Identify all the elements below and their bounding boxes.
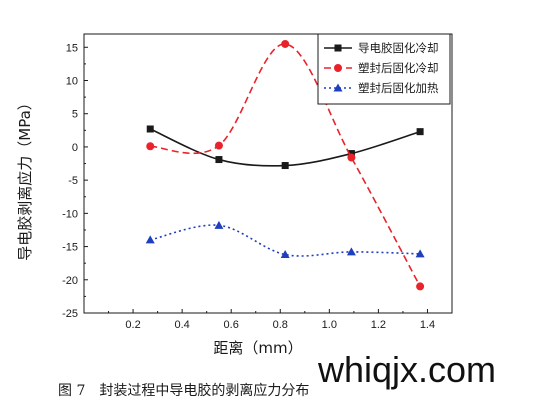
- x-tick-label: 1.4: [420, 319, 435, 331]
- figure-caption: 图 7 封装过程中导电胶的剥离应力分布: [58, 382, 309, 399]
- y-tick-label: -5: [68, 175, 78, 187]
- y-tick-label: 5: [72, 109, 78, 121]
- data-point: [346, 247, 356, 256]
- y-tick-label: -25: [62, 308, 78, 320]
- y-tick-label: -15: [62, 242, 78, 254]
- data-point: [281, 162, 289, 170]
- x-tick-label: 0.4: [174, 319, 189, 331]
- x-tick-label: 0.8: [273, 319, 288, 331]
- legend-label: 导电胶固化冷却: [358, 41, 439, 55]
- legend-marker: [334, 44, 342, 52]
- legend-label: 塑封后固化加热: [358, 81, 439, 95]
- data-point: [416, 128, 424, 136]
- data-point: [146, 142, 155, 151]
- x-tick-label: 1.2: [371, 319, 386, 331]
- data-point: [145, 235, 155, 244]
- data-point: [415, 249, 425, 258]
- x-axis-label: 距离（mm）: [213, 339, 302, 357]
- y-tick-label: 15: [66, 42, 78, 54]
- data-point: [347, 153, 356, 162]
- x-tick-label: 0.2: [125, 319, 140, 331]
- y-tick-label: -20: [62, 275, 78, 287]
- legend-label: 塑封后固化冷却: [358, 61, 439, 75]
- data-point: [146, 125, 154, 133]
- tick-layer: 0.2 0.4 0.6 0.8 1.0 1.2 1.4 15 10 5 0 -5 -10 -15 -20 -2…: [62, 42, 453, 331]
- series-line: [150, 43, 421, 287]
- plot-frame: [83, 33, 453, 314]
- data-point: [416, 282, 425, 291]
- y-tick-label: 10: [66, 76, 78, 88]
- data-point: [214, 220, 224, 229]
- y-axis-label: 导电胶剥离应力（MPa）: [16, 95, 34, 261]
- data-point: [281, 39, 290, 48]
- series-layer: [145, 39, 425, 291]
- series-3: [145, 220, 425, 259]
- data-point: [214, 141, 223, 150]
- watermark-text: whiqjx.com: [317, 349, 496, 390]
- data-point: [215, 156, 223, 164]
- legend-marker: [334, 64, 342, 72]
- y-tick-label: 0: [72, 142, 78, 154]
- plot-border: [83, 33, 453, 314]
- x-tick-label: 0.6: [224, 319, 239, 331]
- data-point: [280, 250, 290, 259]
- series-line: [149, 128, 421, 167]
- x-tick-label: 1.0: [322, 319, 337, 331]
- y-tick-label: -10: [62, 208, 78, 220]
- series-1: [146, 125, 424, 170]
- series-2: [146, 39, 425, 291]
- legend-marker: [333, 83, 343, 92]
